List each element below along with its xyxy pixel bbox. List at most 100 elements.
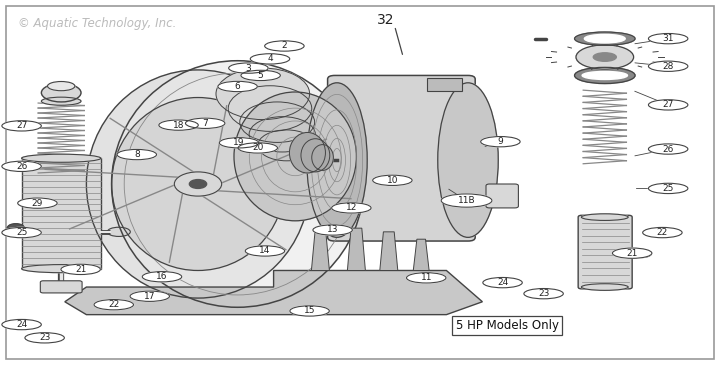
Text: 32: 32 [377, 13, 394, 27]
Ellipse shape [241, 70, 280, 81]
Ellipse shape [2, 319, 41, 330]
Ellipse shape [42, 84, 81, 102]
Ellipse shape [582, 214, 628, 220]
Polygon shape [65, 270, 482, 315]
Ellipse shape [332, 203, 371, 213]
Text: 3: 3 [246, 64, 251, 72]
Ellipse shape [86, 70, 310, 298]
Polygon shape [311, 232, 330, 270]
Text: 9: 9 [498, 137, 503, 146]
Text: 11: 11 [420, 273, 432, 282]
Ellipse shape [585, 34, 625, 43]
Text: 2: 2 [282, 42, 287, 50]
Ellipse shape [246, 246, 284, 256]
Ellipse shape [2, 161, 41, 171]
Text: 27: 27 [662, 100, 674, 109]
Text: 26: 26 [16, 162, 27, 171]
Ellipse shape [22, 154, 101, 162]
Ellipse shape [649, 183, 688, 194]
Ellipse shape [483, 277, 522, 288]
Ellipse shape [18, 198, 57, 208]
Ellipse shape [216, 68, 310, 120]
Ellipse shape [649, 144, 688, 154]
Ellipse shape [613, 248, 652, 258]
Text: 22: 22 [657, 228, 668, 237]
Ellipse shape [251, 54, 289, 64]
Text: 21: 21 [75, 265, 86, 274]
Ellipse shape [582, 71, 627, 79]
Ellipse shape [130, 291, 169, 301]
Ellipse shape [631, 250, 652, 258]
Ellipse shape [229, 63, 268, 73]
Ellipse shape [22, 265, 101, 273]
FancyBboxPatch shape [427, 78, 462, 91]
Ellipse shape [234, 92, 356, 221]
Text: 25: 25 [16, 228, 27, 237]
Ellipse shape [2, 227, 41, 238]
Text: 19: 19 [233, 138, 245, 147]
Ellipse shape [117, 149, 156, 160]
Text: 14: 14 [259, 247, 271, 255]
Text: 31: 31 [662, 34, 674, 43]
Text: 27: 27 [16, 121, 27, 130]
Circle shape [7, 224, 24, 233]
Polygon shape [347, 228, 365, 270]
Ellipse shape [576, 45, 634, 69]
Text: 5 HP Models Only: 5 HP Models Only [456, 319, 559, 332]
Text: 12: 12 [346, 204, 357, 212]
Text: 7: 7 [202, 119, 208, 128]
Circle shape [174, 172, 222, 196]
Ellipse shape [593, 53, 616, 61]
Text: 17: 17 [144, 292, 156, 301]
Text: 8: 8 [134, 150, 140, 159]
Text: 10: 10 [387, 176, 398, 185]
Ellipse shape [249, 117, 315, 152]
Ellipse shape [524, 289, 563, 299]
FancyBboxPatch shape [22, 158, 101, 269]
Ellipse shape [240, 102, 315, 142]
Ellipse shape [186, 118, 225, 128]
Circle shape [189, 180, 207, 188]
Text: 15: 15 [304, 307, 315, 315]
Text: 23: 23 [39, 333, 50, 342]
Ellipse shape [107, 227, 130, 237]
Ellipse shape [649, 33, 688, 44]
Text: 24: 24 [16, 320, 27, 329]
Ellipse shape [301, 139, 330, 172]
Text: 11B: 11B [458, 196, 475, 205]
Text: 26: 26 [662, 145, 674, 153]
Text: 16: 16 [156, 272, 168, 281]
Ellipse shape [575, 32, 635, 45]
FancyBboxPatch shape [578, 215, 632, 289]
Text: 18: 18 [173, 121, 184, 130]
Ellipse shape [143, 272, 181, 282]
Text: 20: 20 [252, 144, 264, 152]
Ellipse shape [42, 97, 81, 105]
Ellipse shape [373, 175, 412, 185]
Text: 21: 21 [626, 249, 638, 258]
FancyBboxPatch shape [486, 184, 518, 208]
Ellipse shape [112, 61, 364, 307]
Ellipse shape [265, 41, 304, 51]
Polygon shape [380, 232, 397, 270]
Ellipse shape [407, 273, 446, 283]
Ellipse shape [441, 194, 492, 207]
Ellipse shape [112, 98, 284, 270]
Ellipse shape [582, 284, 628, 290]
Ellipse shape [313, 225, 352, 235]
Text: 4: 4 [267, 54, 273, 63]
Ellipse shape [258, 130, 315, 161]
Ellipse shape [289, 132, 325, 173]
Ellipse shape [481, 137, 520, 147]
Ellipse shape [218, 81, 257, 92]
Text: 13: 13 [327, 226, 338, 234]
Ellipse shape [61, 264, 100, 275]
Text: 24: 24 [497, 278, 508, 287]
Text: © Aquatic Technology, Inc.: © Aquatic Technology, Inc. [18, 17, 176, 29]
Ellipse shape [220, 138, 258, 148]
Ellipse shape [159, 120, 198, 130]
Text: 22: 22 [108, 300, 120, 309]
FancyBboxPatch shape [40, 281, 82, 293]
Ellipse shape [649, 61, 688, 71]
Text: 25: 25 [662, 184, 674, 193]
